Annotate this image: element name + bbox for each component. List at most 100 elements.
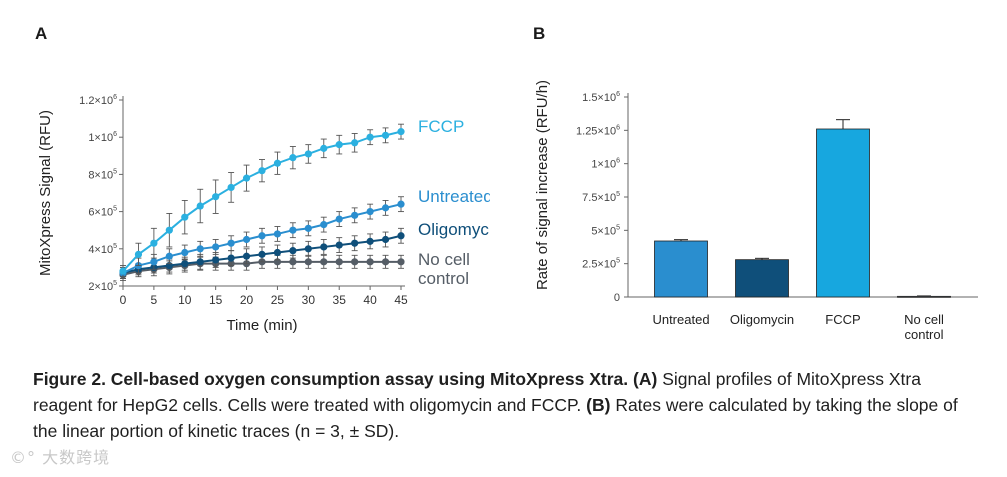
data-point bbox=[366, 258, 374, 266]
data-point bbox=[165, 226, 173, 234]
watermark-logo-icon: ©° bbox=[10, 448, 36, 467]
x-tick-label: 25 bbox=[271, 293, 285, 307]
y-tick-label: 1.2×106 bbox=[79, 94, 117, 107]
figure-caption: Figure 2. Cell-based oxygen consumption … bbox=[33, 366, 983, 444]
data-point bbox=[335, 141, 343, 149]
data-point bbox=[150, 239, 158, 247]
data-point bbox=[242, 235, 251, 244]
data-point bbox=[335, 215, 343, 223]
data-point bbox=[273, 230, 282, 238]
data-point bbox=[304, 245, 312, 253]
data-point bbox=[304, 258, 312, 266]
data-point bbox=[397, 128, 405, 136]
data-point bbox=[196, 202, 204, 210]
x-tick-label: 35 bbox=[333, 293, 347, 307]
panel-b-label: B bbox=[533, 24, 546, 43]
data-point bbox=[289, 226, 297, 234]
data-point bbox=[227, 254, 235, 262]
data-point bbox=[212, 256, 220, 264]
data-point bbox=[366, 133, 374, 141]
x-tick-label: 40 bbox=[363, 293, 377, 307]
caption-a-text: Signal profiles of MitoXpress Xtra reage… bbox=[33, 369, 921, 415]
y-tick-label: 5×105 bbox=[591, 224, 620, 237]
caption-b-text: Rates were calculated by taking the slop… bbox=[33, 395, 958, 441]
data-point bbox=[397, 232, 405, 240]
series-untreated bbox=[119, 196, 405, 280]
data-point bbox=[119, 267, 127, 275]
data-point bbox=[258, 232, 266, 240]
series-fccp bbox=[119, 123, 405, 278]
data-point bbox=[242, 252, 251, 260]
x-tick-label: 15 bbox=[209, 293, 223, 307]
data-point bbox=[397, 258, 405, 266]
caption-a-tag: (A) bbox=[633, 369, 658, 389]
series-label: Untreated bbox=[418, 187, 490, 206]
caption-b-tag: (B) bbox=[586, 395, 611, 415]
y-tick-label: 7.5×105 bbox=[582, 191, 620, 204]
data-point bbox=[196, 258, 204, 266]
y-tick-label: 4×105 bbox=[88, 243, 117, 256]
x-axis-title: Time (min) bbox=[226, 317, 297, 334]
data-point bbox=[258, 250, 266, 258]
y-tick-label: 1.25×106 bbox=[576, 124, 620, 137]
data-point bbox=[289, 154, 297, 162]
kinetic-line-chart: 2×105 4×105 6×105 8×105 1×106 1.2×106 0 5 10 15 20… bbox=[37, 94, 490, 334]
x-tick-label: 10 bbox=[178, 293, 192, 307]
bar bbox=[735, 259, 789, 298]
category-label: Oligomycin bbox=[730, 312, 794, 327]
data-point bbox=[181, 213, 189, 221]
caption-title: Figure 2. Cell-based oxygen consumption … bbox=[33, 369, 629, 389]
y-tick-label: 0 bbox=[614, 292, 620, 304]
data-point bbox=[397, 200, 405, 208]
data-point bbox=[273, 248, 282, 257]
y-tick-label: 2.5×105 bbox=[582, 258, 620, 271]
data-point bbox=[181, 260, 189, 268]
y-tick-label: 2×105 bbox=[88, 280, 117, 293]
data-point bbox=[181, 248, 189, 257]
data-point bbox=[165, 252, 173, 260]
data-point bbox=[196, 245, 204, 253]
y-tick-label: 8×105 bbox=[88, 168, 117, 181]
watermark: ©° 大数跨境 bbox=[10, 444, 110, 468]
data-point bbox=[351, 239, 359, 247]
y-axis-title: Rate of signal increase (RFU/h) bbox=[534, 80, 551, 290]
data-point bbox=[335, 241, 343, 249]
y-axis-title: MitoXpress Signal (RFU) bbox=[37, 110, 54, 276]
rate-bar-chart: 0 2.5×105 5×105 7.5×105 1×106 1.25×106 1.5×106… bbox=[534, 80, 978, 342]
category-label: No cell control bbox=[904, 312, 944, 342]
data-point bbox=[289, 258, 297, 266]
data-point bbox=[227, 239, 235, 247]
series-label: No cell control bbox=[418, 250, 470, 288]
data-point bbox=[289, 247, 297, 255]
data-point bbox=[150, 258, 158, 266]
series-label: Oligomycin bbox=[418, 220, 490, 239]
data-point bbox=[320, 221, 328, 229]
data-point bbox=[351, 139, 359, 147]
data-point bbox=[351, 211, 359, 219]
data-point bbox=[381, 258, 390, 266]
data-point bbox=[134, 250, 143, 258]
data-point bbox=[242, 174, 251, 182]
watermark-text: 大数跨境 bbox=[42, 448, 111, 467]
data-point bbox=[381, 204, 390, 212]
series-label: FCCP bbox=[418, 117, 464, 136]
data-point bbox=[258, 167, 266, 175]
data-point bbox=[381, 235, 390, 244]
bar bbox=[816, 128, 870, 298]
data-point bbox=[320, 258, 328, 266]
category-label: Untreated bbox=[652, 312, 709, 327]
x-tick-label: 20 bbox=[240, 293, 254, 307]
panel-a-label: A bbox=[35, 24, 48, 43]
bar bbox=[654, 240, 708, 298]
data-point bbox=[212, 243, 220, 251]
y-tick-label: 6×105 bbox=[88, 206, 117, 219]
data-point bbox=[304, 150, 312, 158]
y-tick-label: 1.5×106 bbox=[582, 91, 620, 104]
data-point bbox=[366, 208, 374, 216]
data-point bbox=[320, 144, 328, 152]
data-point bbox=[381, 131, 390, 139]
data-point bbox=[351, 258, 359, 266]
x-tick-label: 5 bbox=[151, 293, 158, 307]
data-point bbox=[335, 258, 343, 266]
data-point bbox=[227, 183, 235, 192]
